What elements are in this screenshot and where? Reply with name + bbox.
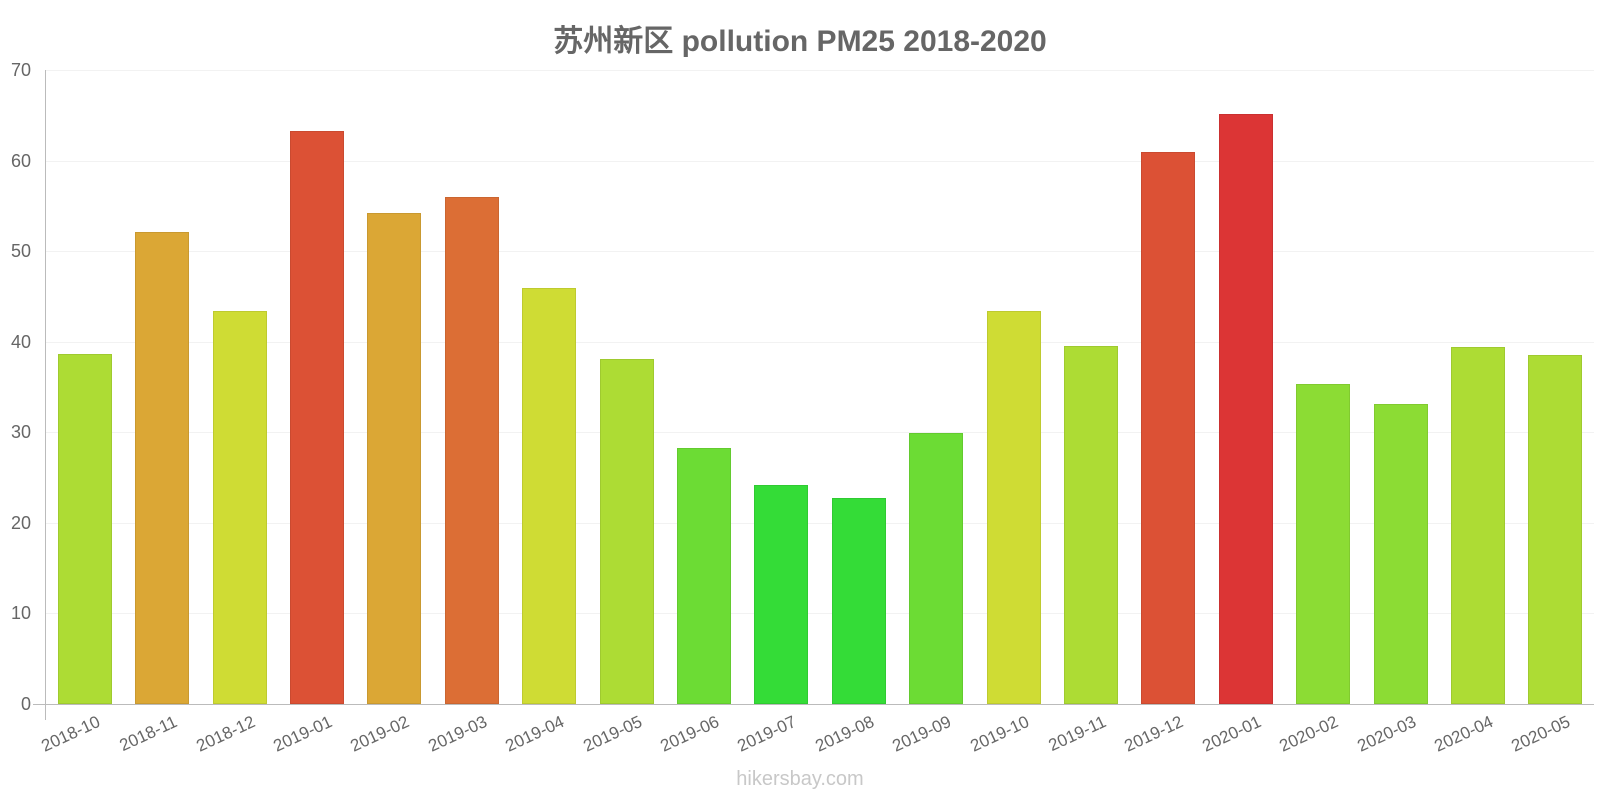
bar-2019-08[interactable] [831, 497, 886, 704]
bar-2019-09[interactable] [909, 433, 964, 704]
bar-2020-02[interactable] [1296, 384, 1351, 704]
bar-2020-01[interactable] [1218, 114, 1273, 704]
gridline [46, 160, 1594, 162]
watermark: hikersbay.com [736, 768, 864, 790]
y-tick-label: 40 [10, 331, 31, 352]
gridline [46, 613, 1594, 615]
bar-2019-12[interactable] [1141, 151, 1196, 704]
bar-2019-10[interactable] [986, 310, 1041, 704]
bar-2019-06[interactable] [676, 447, 731, 704]
bar-2019-02[interactable] [367, 213, 422, 704]
gridline [46, 432, 1594, 434]
bar-2018-11[interactable] [135, 232, 190, 704]
bar-2020-04[interactable] [1450, 347, 1505, 704]
y-tick-label: 20 [10, 512, 31, 533]
gridline [46, 70, 1594, 71]
bar-2019-11[interactable] [1063, 346, 1118, 704]
y-tick-label: 70 [10, 60, 31, 80]
y-tick-label: 50 [10, 241, 31, 262]
y-tick-label: 0 [20, 694, 31, 714]
bar-2019-07[interactable] [754, 484, 809, 704]
bar-2019-05[interactable] [599, 358, 654, 704]
bar-2019-04[interactable] [522, 288, 577, 704]
y-tick-label: 30 [10, 422, 31, 443]
bar-2019-01[interactable] [289, 130, 344, 704]
gridline [46, 522, 1594, 524]
gridline [46, 251, 1594, 253]
y-tick-label: 60 [10, 150, 31, 171]
chart-title: 苏州新区 pollution PM25 2018-2020 [553, 25, 1047, 58]
bar-2018-10[interactable] [57, 354, 112, 704]
y-axis-line [45, 70, 46, 720]
gridline [46, 341, 1594, 343]
plot-area [46, 70, 1594, 704]
bar-2018-12[interactable] [212, 310, 267, 704]
bar-2019-03[interactable] [444, 196, 499, 704]
y-tick-label: 10 [10, 603, 31, 624]
x-axis-line [33, 704, 1594, 705]
bar-2020-05[interactable] [1528, 355, 1583, 704]
bar-2020-03[interactable] [1373, 404, 1428, 704]
